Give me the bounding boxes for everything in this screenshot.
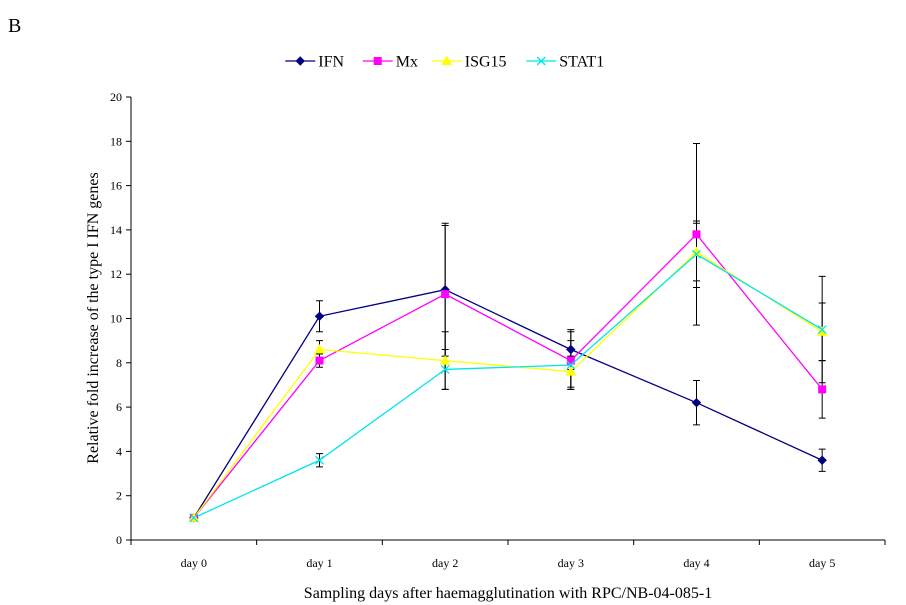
x-tick-label: day 4 [683,556,709,570]
legend-label-mx: Mx [396,54,418,71]
series-line-mx [193,233,823,519]
y-tick-label: 12 [110,267,122,281]
axes [130,97,885,541]
series-line-stat1 [193,253,823,519]
data-point-ifn [566,344,576,355]
data-point-mx [692,230,701,239]
x-axis-title: Sampling days after haemagglutination wi… [304,585,712,602]
y-tick-label: 0 [116,533,122,547]
legend-marker-ifn [295,56,305,66]
legend-marker-mx [373,57,382,65]
data-point-ifn [817,455,827,465]
data-point-isg15 [439,355,451,365]
y-tick-label: 10 [110,312,122,326]
x-tick-label: day 0 [181,556,207,570]
y-tick-label: 16 [110,179,122,193]
y-tick-label: 18 [110,134,122,148]
y-tick-label: 20 [110,90,122,104]
data-point-ifn [691,397,702,408]
y-ticks: 0 2 4 6 8 10 12 14 16 18 20 [110,90,131,547]
legend-label-isg15: ISG15 [465,54,507,71]
legend: IFN Mx ISG15 STAT1 [285,54,604,71]
data-point-mx [315,356,324,365]
panel-label: B [8,15,21,37]
y-axis-title: Relative fold increase of the type I IFN… [85,172,102,463]
legend-marker-stat1 [536,56,546,66]
legend-marker-isg15 [441,55,453,65]
y-tick-label: 2 [116,489,122,503]
data-point-stat1 [440,364,450,374]
x-tick-label: day 2 [432,556,458,570]
y-tick-label: 14 [110,223,122,237]
data-point-mx [566,356,575,365]
data-point-stat1 [189,513,199,523]
series-line-ifn [193,289,823,519]
data-point-isg15 [565,366,577,376]
legend-label-stat1: STAT1 [559,54,604,71]
data-point-stat1 [692,249,701,259]
plot-area [188,143,828,523]
data-point-mx [441,290,450,299]
series-line-isg15 [193,251,823,519]
legend-label-ifn: IFN [318,54,344,71]
y-tick-label: 8 [116,356,122,370]
x-tick-label: day 1 [306,556,332,570]
y-tick-label: 6 [116,400,122,414]
data-point-mx [818,385,827,394]
y-tick-label: 4 [116,444,122,458]
data-point-stat1 [315,455,324,465]
data-point-stat1 [566,360,576,370]
data-point-ifn [314,311,325,321]
data-point-stat1 [817,325,827,335]
x-tick-label: day 5 [809,556,835,570]
x-tick-label: day 3 [558,556,584,570]
data-point-isg15 [816,326,828,336]
data-point-isg15 [314,343,325,354]
x-ticks: day 0 day 1 day 2 day 3 day 4 day 5 [130,540,886,570]
